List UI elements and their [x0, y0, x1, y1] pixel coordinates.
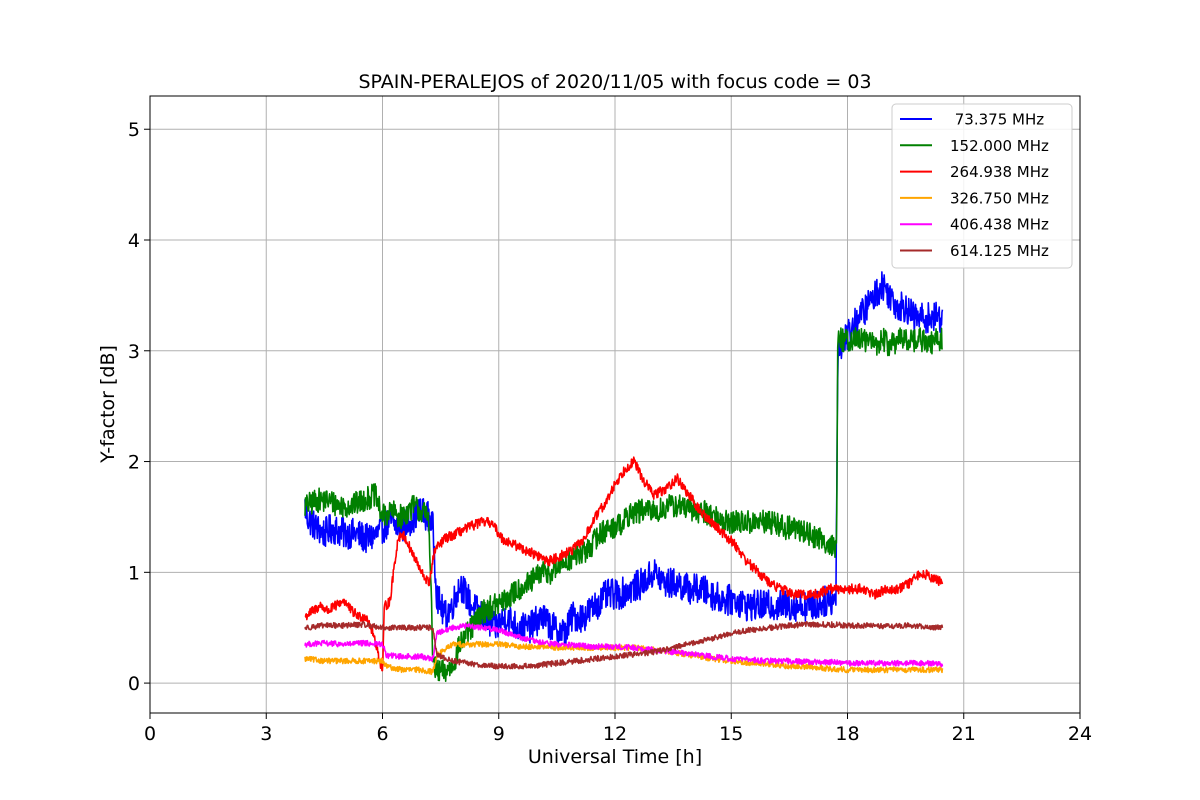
- legend-label-4: 326.750 MHz: [950, 189, 1049, 207]
- series-line-5: [304, 622, 944, 668]
- x-tick-label: 3: [260, 723, 272, 745]
- x-tick-label: 9: [493, 723, 505, 745]
- series-line-3: [304, 456, 944, 672]
- y-tick-label: 0: [128, 673, 140, 695]
- y-axis-ticks: 0 1 2 3 4 5: [128, 119, 150, 695]
- legend-label-6: 614.125 MHz: [950, 242, 1049, 260]
- legend-label-2: 152.000 MHz: [950, 137, 1049, 155]
- x-tick-label: 21: [952, 723, 976, 745]
- chart-title: SPAIN-PERALEJOS of 2020/11/05 with focus…: [358, 71, 871, 93]
- x-axis-label: Universal Time [h]: [528, 746, 702, 768]
- series-line-1: [304, 271, 944, 647]
- x-tick-label: 0: [144, 723, 156, 745]
- x-tick-label: 18: [835, 723, 859, 745]
- legend: 73.375 MHz 152.000 MHz 264.938 MHz 326.750 …: [891, 103, 1073, 269]
- series-group: [304, 271, 944, 683]
- y-tick-label: 2: [128, 452, 140, 474]
- x-tick-label: 12: [603, 723, 627, 745]
- y-axis-label: Y-factor [dB]: [97, 345, 119, 464]
- y-tick-label: 5: [128, 119, 140, 141]
- x-tick-label: 24: [1068, 723, 1092, 745]
- legend-label-5: 406.438 MHz: [950, 216, 1049, 234]
- legend-box: [891, 103, 1073, 269]
- x-axis-ticks: 0 3 6 9 12 15 18 21 24: [144, 713, 1092, 745]
- legend-label-1: 73.375 MHz: [950, 111, 1044, 129]
- y-tick-label: 3: [128, 341, 140, 363]
- legend-label-3: 264.938 MHz: [950, 163, 1049, 181]
- x-tick-label: 6: [376, 723, 388, 745]
- y-tick-label: 1: [128, 562, 140, 584]
- series-line-6: [304, 620, 944, 670]
- grid: [150, 96, 1080, 713]
- x-tick-label: 15: [719, 723, 743, 745]
- y-tick-label: 4: [128, 230, 140, 252]
- series-line-2: [304, 327, 944, 683]
